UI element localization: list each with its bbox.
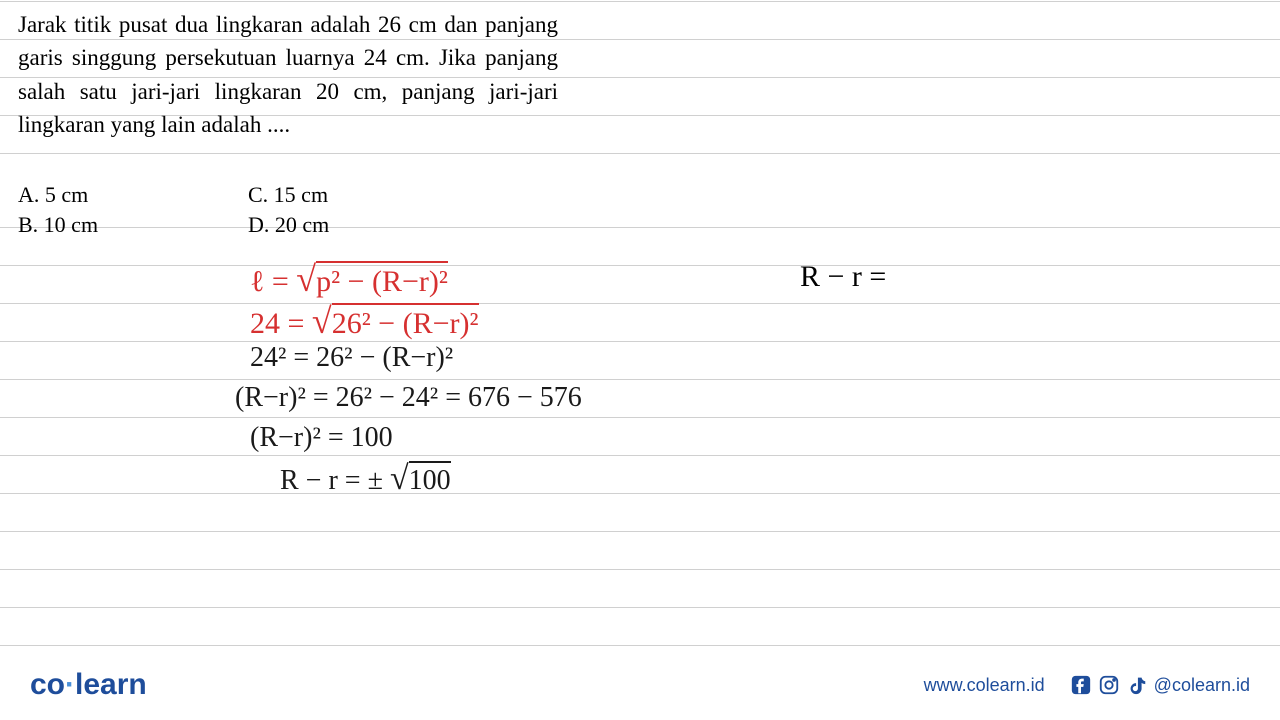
logo-co: co — [30, 668, 65, 701]
option-a: A. 5 cm — [18, 182, 248, 208]
tiktok-icon[interactable] — [1126, 674, 1148, 696]
logo-dot: · — [65, 668, 75, 701]
work-line-2: 24 = √26² − (R−r)² — [250, 300, 479, 342]
website-link[interactable]: www.colearn.id — [924, 675, 1045, 696]
option-d: D. 20 cm — [248, 212, 448, 238]
answer-options: A. 5 cm C. 15 cm B. 10 cm D. 20 cm — [18, 182, 448, 242]
footer-right: www.colearn.id @colearn.id — [924, 674, 1250, 696]
work-line-5: (R−r)² = 100 — [250, 422, 393, 454]
work-line-3: 24² = 26² − (R−r)² — [250, 342, 453, 374]
footer-bar: co·learn www.colearn.id @colearn.id — [0, 650, 1280, 720]
facebook-icon[interactable] — [1070, 674, 1092, 696]
logo-learn: learn — [75, 668, 147, 701]
question-text: Jarak titik pusat dua lingkaran adalah 2… — [18, 8, 558, 141]
option-c: C. 15 cm — [248, 182, 448, 208]
work-line-4: (R−r)² = 26² − 24² = 676 − 576 — [235, 382, 582, 414]
work-side-note: R − r = — [800, 260, 886, 294]
social-handle: @colearn.id — [1154, 675, 1250, 696]
option-b: B. 10 cm — [18, 212, 248, 238]
brand-logo: co·learn — [30, 668, 147, 702]
social-links: @colearn.id — [1070, 674, 1250, 696]
work-line-6: R − r = ± √100 — [280, 460, 451, 498]
work-line-1: ℓ = √p² − (R−r)² — [250, 258, 448, 300]
instagram-icon[interactable] — [1098, 674, 1120, 696]
